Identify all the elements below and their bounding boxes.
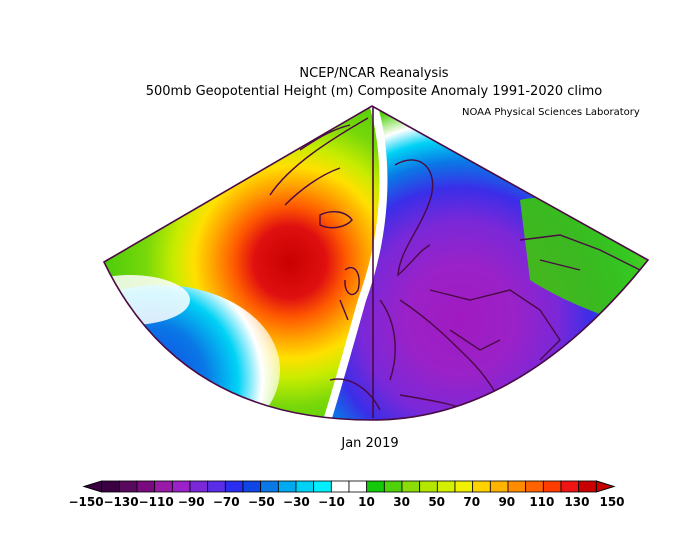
legend-swatch (560, 480, 580, 493)
legend-swatch (472, 480, 491, 493)
legend-tick-label: −70 (213, 495, 240, 509)
legend-swatch (489, 480, 509, 493)
map-border (102, 105, 650, 421)
legend-tick-label: −110 (139, 495, 174, 509)
legend-swatch (383, 480, 403, 493)
legend-swatch (118, 480, 138, 493)
legend-arrow-min (82, 480, 103, 493)
legend-tick-label: 90 (498, 495, 515, 509)
legend-tick-label: 10 (358, 495, 375, 509)
legend-tick-label: −150 (68, 495, 103, 509)
legend-swatch (224, 480, 244, 493)
legend-arrow-max (595, 480, 616, 493)
legend-swatch (330, 480, 350, 493)
legend-tick-label: 150 (599, 495, 624, 509)
legend-swatch (171, 480, 191, 493)
legend-swatch (295, 480, 315, 493)
legend-swatch (525, 480, 544, 493)
legend-tick-label: 30 (393, 495, 410, 509)
legend-tick-label: −30 (283, 495, 310, 509)
legend-tick-label: 130 (564, 495, 589, 509)
chart-title: NCEP/NCAR Reanalysis (299, 66, 449, 81)
legend-tick-label: 50 (428, 495, 445, 509)
legend-swatch (454, 480, 474, 493)
legend-swatch (101, 480, 120, 493)
legend-swatch (313, 480, 332, 493)
legend-tick-label: −10 (318, 495, 345, 509)
chart-subtitle: 500mb Geopotential Height (m) Composite … (145, 84, 603, 99)
credit-label: NOAA Physical Sciences Laboratory (462, 107, 640, 118)
legend-swatch (136, 480, 156, 493)
legend-tick-label: −130 (104, 495, 139, 509)
legend-swatch (578, 480, 597, 493)
legend-swatch (507, 480, 527, 493)
date-label: Jan 2019 (341, 436, 399, 451)
legend-swatch (401, 480, 421, 493)
legend-swatch (366, 480, 385, 493)
legend-swatch (436, 480, 456, 493)
legend-swatch (154, 480, 173, 493)
legend-swatch (277, 480, 297, 493)
legend-swatch (207, 480, 226, 493)
legend-tick-label: 110 (529, 495, 554, 509)
legend-swatch (348, 480, 368, 493)
legend-swatch (242, 480, 262, 493)
legend-tick-label: −50 (248, 495, 275, 509)
legend-tick-label: −90 (178, 495, 205, 509)
legend-swatch (260, 480, 279, 493)
legend-swatch (189, 480, 209, 493)
legend-swatch (542, 480, 562, 493)
legend-tick-label: 70 (463, 495, 480, 509)
legend-swatch (419, 480, 438, 493)
